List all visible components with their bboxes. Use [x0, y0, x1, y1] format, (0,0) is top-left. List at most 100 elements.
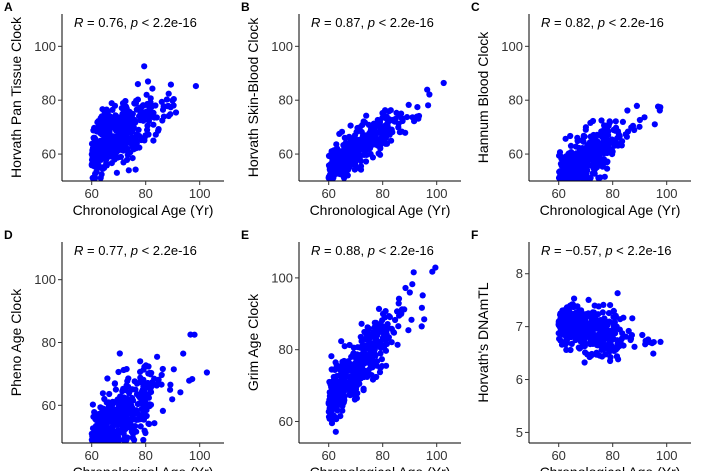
scatter-point — [394, 341, 401, 348]
scatter-point — [339, 407, 346, 414]
scatter-point — [380, 111, 387, 118]
scatter-point — [599, 334, 606, 341]
scatter-point — [591, 302, 598, 309]
scatter-point — [574, 162, 581, 169]
scatter-point — [102, 139, 109, 146]
scatter-point — [382, 347, 390, 354]
annotation-stat-value: = 0.76, — [83, 15, 130, 30]
y-tick-label: 80 — [42, 335, 56, 350]
y-tick-label: 80 — [509, 93, 523, 108]
correlation-annotation: R = 0.76, p < 2.2e-16 — [74, 15, 197, 30]
scatter-point — [119, 100, 127, 107]
scatter-point — [611, 327, 618, 334]
scatter-point — [592, 323, 599, 330]
scatter-point — [382, 337, 389, 344]
scatter-point — [629, 315, 636, 322]
scatter-point — [143, 403, 150, 410]
scatter-point — [158, 371, 165, 379]
scatter-point — [377, 320, 384, 327]
x-tick-label: 80 — [138, 186, 152, 201]
scatter-point — [411, 118, 418, 125]
scatter-point — [128, 394, 136, 402]
scatter-point — [155, 380, 162, 387]
scatter-point — [120, 146, 128, 153]
scatter-point — [573, 309, 580, 316]
scatter-point — [130, 424, 137, 431]
scatter-point — [580, 337, 587, 344]
scatter-point — [564, 323, 571, 330]
scatter-point — [619, 138, 626, 145]
scatter-point — [340, 377, 347, 384]
scatter-point — [580, 138, 587, 145]
scatter-point — [425, 102, 432, 109]
x-tick-label: 60 — [321, 186, 335, 201]
x-tick-label: 80 — [375, 186, 389, 201]
scatter-point — [584, 351, 591, 358]
x-axis-title: Chronological Age (Yr) — [540, 464, 681, 471]
x-tick-label: 60 — [321, 448, 335, 463]
scatter-point — [377, 350, 384, 357]
scatter-point — [598, 147, 606, 154]
scatter-points — [325, 264, 439, 435]
scatter-point — [125, 167, 132, 174]
y-axis-title: Pheno Age Clock — [8, 288, 24, 396]
scatter-point — [343, 156, 351, 163]
scatter-point — [167, 381, 174, 388]
scatter-point — [192, 83, 199, 90]
scatter-point — [566, 157, 573, 164]
x-tick-label: 60 — [84, 448, 98, 463]
scatter-point — [373, 327, 380, 335]
scatter-point — [97, 404, 104, 411]
scatter-point — [170, 102, 177, 109]
annotation-stat-name: R — [541, 15, 550, 30]
scatter-point — [395, 295, 403, 302]
scatter-point — [110, 140, 117, 147]
scatter-point — [134, 81, 141, 88]
scatter-point — [97, 129, 104, 136]
scatter-point — [115, 368, 122, 376]
annotation-p-value: < 2.2e-16 — [138, 15, 197, 30]
scatter-point — [154, 353, 161, 360]
scatter-point — [133, 407, 140, 414]
scatter-point — [145, 363, 152, 370]
annotation-stat-value: = 0.77, — [83, 243, 130, 258]
scatter-point — [126, 108, 133, 115]
scatter-point — [114, 433, 122, 440]
y-tick-label: 100 — [501, 39, 523, 54]
scatter-point — [94, 144, 101, 151]
scatter-point — [152, 131, 159, 138]
scatter-point — [415, 112, 423, 120]
scatter-point — [89, 174, 96, 182]
scatter-point — [113, 169, 120, 176]
scatter-point — [410, 269, 417, 276]
scatter-point — [109, 106, 116, 113]
scatter-point — [401, 306, 408, 313]
scatter-point — [574, 134, 581, 141]
scatter-point — [149, 85, 156, 92]
scatter-point — [571, 295, 578, 302]
scatter-point — [560, 331, 567, 338]
scatter-point — [563, 309, 570, 316]
scatter-point — [562, 135, 569, 142]
scatter-point — [163, 96, 170, 103]
scatter-point — [566, 317, 573, 324]
scatter-point — [600, 127, 607, 134]
scatter-point — [631, 343, 638, 350]
scatter-point — [131, 116, 138, 123]
scatter-point — [361, 134, 368, 141]
scatter-point — [636, 116, 644, 124]
scatter-point — [140, 436, 147, 444]
scatter-point — [348, 353, 355, 360]
scatter-point — [357, 364, 364, 371]
scatter-point — [342, 145, 349, 153]
scatter-point — [136, 379, 144, 386]
scatter-point — [341, 393, 348, 400]
scatter-point — [136, 132, 143, 140]
x-tick-label: 80 — [375, 448, 389, 463]
scatter-point — [351, 166, 358, 173]
annotation-stat-value: = 0.87, — [320, 15, 367, 30]
scatter-point — [104, 375, 111, 382]
scatter-point — [569, 301, 576, 308]
scatter-points — [325, 79, 447, 182]
